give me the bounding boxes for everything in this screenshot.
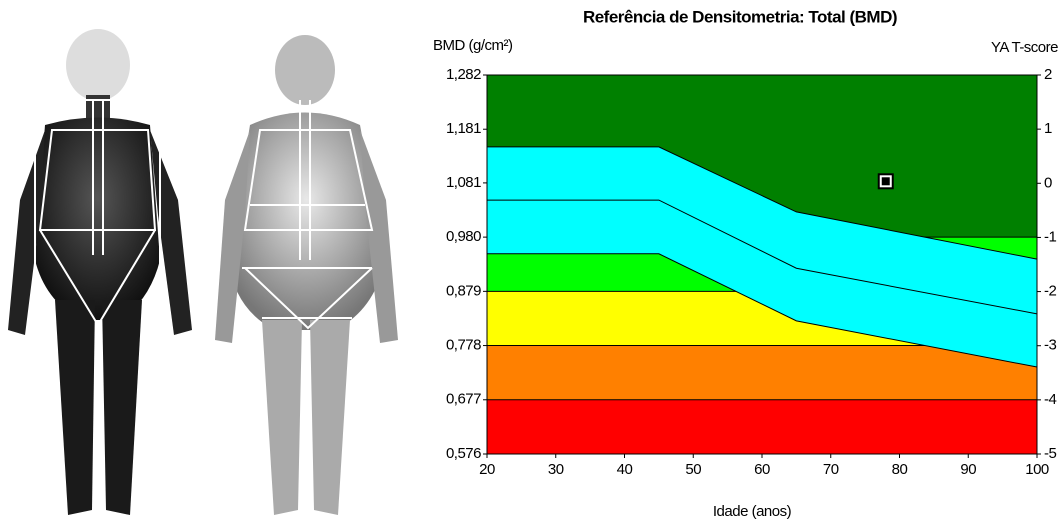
x-tick-label: 80 [892,461,908,478]
x-tick-label: 30 [548,461,564,478]
screen: Referência de Densitometria: Total (BMD)… [0,0,1064,527]
x-tick-label: 70 [823,461,839,478]
reference-band [487,346,1037,400]
y2-tick-label: -5 [1044,445,1056,462]
y-tick-label: 1,081 [446,174,481,191]
body-scan-bone [8,29,192,515]
y-tick-label: 0,879 [446,282,481,299]
x-tick-label: 90 [960,461,976,478]
x-tick-label: 60 [754,461,770,478]
y-tick-label: 1,282 [446,66,481,83]
x-tick-label: 50 [685,461,701,478]
y-tick-label: 0,576 [446,445,481,462]
body-scan-tissue [215,35,398,515]
x-tick-label: 40 [617,461,633,478]
y2-tick-label: 1 [1044,120,1052,137]
y2-axis-label: YA T-score [991,39,1058,56]
x-axis-label: Idade (anos) [713,503,792,520]
y2-tick-label: -2 [1044,283,1056,300]
y2-tick-label: 2 [1044,66,1052,83]
chart-title: Referência de Densitometria: Total (BMD) [583,7,897,26]
x-tick-label: 20 [479,461,495,478]
y-tick-label: 0,778 [446,337,481,354]
x-tick-label: 100 [1025,461,1049,478]
y-tick-label: 0,980 [446,228,481,245]
reference-band [487,400,1037,454]
patient-marker-core [882,177,890,185]
y-axis-label: BMD (g/cm²) [433,37,513,54]
y-tick-label: 0,677 [446,391,481,408]
y-tick-label: 1,181 [446,120,481,137]
y2-tick-label: -3 [1044,337,1056,354]
y2-tick-label: -4 [1044,391,1056,408]
y2-tick-label: -1 [1044,228,1056,245]
y2-tick-label: 0 [1044,174,1052,191]
